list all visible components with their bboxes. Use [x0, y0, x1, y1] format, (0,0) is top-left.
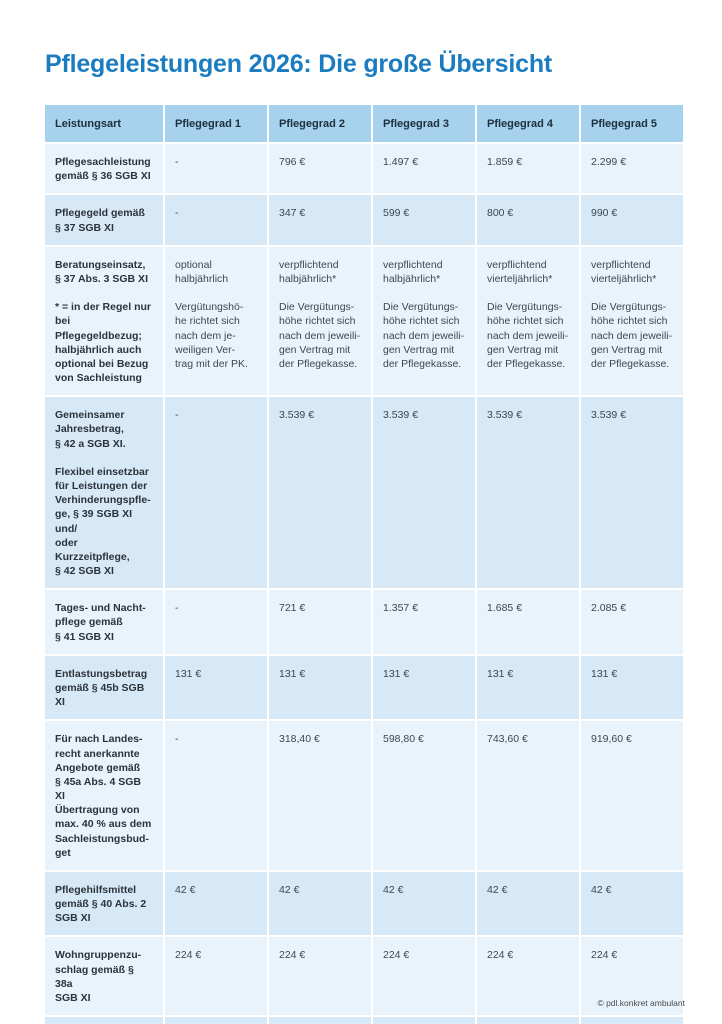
benefit-value-cell: 796 € [269, 144, 373, 196]
table-row: Beratungseinsatz, § 37 Abs. 3 SGB XI * =… [45, 246, 685, 398]
benefit-value-cell: Bis zu 4.180 € je Maßnahme [165, 1017, 269, 1024]
benefit-value-cell: 42 € [477, 871, 581, 938]
benefits-table: Leistungsart Pflegegrad 1 Pflegegrad 2 Pfle… [45, 105, 685, 1024]
table-row: Entlastungsbetrag gemäß § 45b SGB XI 131 … [45, 655, 685, 722]
benefit-value-cell: 224 € [269, 937, 373, 1018]
benefit-value-cell: 599 € [373, 195, 477, 247]
benefit-value-cell: - [165, 397, 269, 591]
benefit-value-cell: - [165, 144, 269, 196]
column-header: Pflegegrad 2 [269, 105, 373, 144]
benefit-label-cell: Wohngruppenzu- schlag gemäß § 38a SGB XI [45, 937, 165, 1018]
benefit-label-cell: Beratungseinsatz, § 37 Abs. 3 SGB XI * =… [45, 246, 165, 398]
benefit-value-cell: 3.539 € [477, 397, 581, 591]
benefit-value-cell: 1.685 € [477, 590, 581, 656]
table-row: Pflegehilfsmittel gemäß § 40 Abs. 2 SGB … [45, 871, 685, 938]
benefit-value-cell: 224 € [581, 937, 685, 1018]
benefit-value-cell: 347 € [269, 195, 373, 247]
page-title: Pflegeleistungen 2026: Die große Übersic… [45, 50, 553, 78]
benefit-value-cell: verpflichtend halbjährlich* Die Vergütun… [269, 246, 373, 398]
table-row: Pflegegeld gemäß § 37 SGB XI -347 €599 €8… [45, 195, 685, 247]
benefit-label-cell: Für nach Landes- recht anerkannte Angebo… [45, 721, 165, 872]
benefit-value-cell: verpflichtend halbjährlich* Die Vergütun… [373, 246, 477, 398]
benefit-value-cell: 1.357 € [373, 590, 477, 656]
benefit-value-cell: - [165, 590, 269, 656]
benefit-label-cell: Tages- und Nacht- pflege gemäß § 41 SGB … [45, 590, 165, 656]
table-row: Wohnumfeldverbes- sernde MaßnahmenBis zu… [45, 1017, 685, 1024]
benefit-value-cell: 990 € [581, 195, 685, 247]
copyright-note: © pdl.konkret ambulant [597, 998, 685, 1008]
benefit-value-cell: 131 € [581, 655, 685, 722]
benefit-value-cell: 42 € [269, 871, 373, 938]
benefit-value-cell: 3.539 € [581, 397, 685, 591]
benefit-label-cell: Gemeinsamer Jahresbetrag, § 42 a SGB XI.… [45, 397, 165, 591]
benefit-value-cell: verpflichtend vierteljährlich* Die Vergü… [581, 246, 685, 398]
benefit-value-cell: 224 € [165, 937, 269, 1018]
benefit-value-cell: - [165, 195, 269, 247]
benefit-value-cell: 131 € [477, 655, 581, 722]
benefit-value-cell: 3.539 € [373, 397, 477, 591]
benefit-value-cell: 2.299 € [581, 144, 685, 196]
benefit-value-cell: 224 € [373, 937, 477, 1018]
column-header: Pflegegrad 5 [581, 105, 685, 144]
benefit-value-cell: 131 € [165, 655, 269, 722]
table-row: Tages- und Nacht- pflege gemäß § 41 SGB … [45, 590, 685, 656]
table-body: Pflegesachleistung gemäß § 36 SGB XI -796… [45, 144, 685, 1024]
table-row: Wohngruppenzu- schlag gemäß § 38a SGB XI… [45, 937, 685, 1018]
benefit-value-cell: Bis zu 4.180 € je Maßnahme [477, 1017, 581, 1024]
benefit-value-cell: 318,40 € [269, 721, 373, 872]
table-row: Für nach Landes- recht anerkannte Angebo… [45, 721, 685, 872]
benefit-value-cell: 598,80 € [373, 721, 477, 872]
benefit-value-cell: 743,60 € [477, 721, 581, 872]
table-row: Pflegesachleistung gemäß § 36 SGB XI -796… [45, 144, 685, 196]
benefit-value-cell: 2.085 € [581, 590, 685, 656]
table-row: Gemeinsamer Jahresbetrag, § 42 a SGB XI.… [45, 397, 685, 591]
benefit-value-cell: 1.859 € [477, 144, 581, 196]
benefit-value-cell: 1.497 € [373, 144, 477, 196]
benefit-value-cell: 42 € [373, 871, 477, 938]
benefit-value-cell: 131 € [373, 655, 477, 722]
column-header: Pflegegrad 4 [477, 105, 581, 144]
benefit-value-cell: 800 € [477, 195, 581, 247]
benefit-value-cell: verpflichtend vierteljährlich* Die Vergü… [477, 246, 581, 398]
benefit-value-cell: optional halbjährlich Vergütungshö- he r… [165, 246, 269, 398]
benefit-value-cell: 42 € [581, 871, 685, 938]
benefit-value-cell: Bis zu 4.180 € je Maßnahme [581, 1017, 685, 1024]
column-header: Pflegegrad 1 [165, 105, 269, 144]
benefit-value-cell: 42 € [165, 871, 269, 938]
benefit-label-cell: Entlastungsbetrag gemäß § 45b SGB XI [45, 655, 165, 722]
column-header: Leistungsart [45, 105, 165, 144]
benefit-value-cell: 131 € [269, 655, 373, 722]
benefit-value-cell: Bis zu 4.180 € je Maßnahme [373, 1017, 477, 1024]
benefit-value-cell: 721 € [269, 590, 373, 656]
benefit-value-cell: 3.539 € [269, 397, 373, 591]
benefit-label-cell: Pflegegeld gemäß § 37 SGB XI [45, 195, 165, 247]
benefit-label-cell: Wohnumfeldverbes- sernde Maßnahmen [45, 1017, 165, 1024]
benefit-label-cell: Pflegesachleistung gemäß § 36 SGB XI [45, 144, 165, 196]
benefit-value-cell: - [165, 721, 269, 872]
table-header-row: Leistungsart Pflegegrad 1 Pflegegrad 2 Pfle… [45, 105, 685, 144]
benefit-value-cell: 919,60 € [581, 721, 685, 872]
benefit-value-cell: Bis zu 4.180 € je Maßnahme [269, 1017, 373, 1024]
benefit-label-cell: Pflegehilfsmittel gemäß § 40 Abs. 2 SGB … [45, 871, 165, 938]
column-header: Pflegegrad 3 [373, 105, 477, 144]
benefit-value-cell: 224 € [477, 937, 581, 1018]
